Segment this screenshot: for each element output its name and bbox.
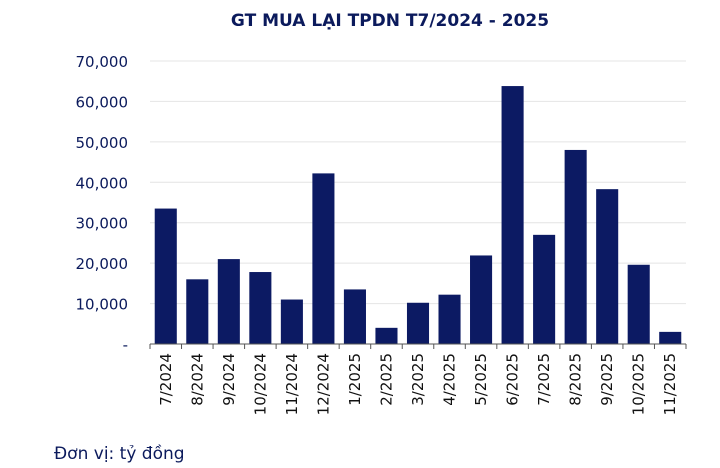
y-axis-ticks: - 10,000 20,000 30,000 40,000 50,000 60,000 70,… bbox=[76, 53, 129, 354]
x-tick-label: 9/2025 bbox=[598, 353, 616, 406]
bar-chart: GT MUA LẠI TPDN T7/2024 - 2025 - 10,000 20… bbox=[76, 11, 687, 415]
bar-2-2025 bbox=[375, 327, 398, 344]
bars bbox=[154, 86, 682, 345]
bar-10-2025 bbox=[627, 264, 650, 344]
x-tick-label: 12/2024 bbox=[314, 353, 332, 415]
bar-6-2025 bbox=[501, 86, 524, 345]
y-tick-label: - bbox=[123, 336, 128, 354]
bar-11-2024 bbox=[280, 299, 303, 344]
y-tick-label: 10,000 bbox=[76, 296, 129, 314]
x-tick-label: 8/2025 bbox=[567, 353, 585, 406]
x-tick-label: 4/2025 bbox=[441, 353, 459, 406]
x-tick-label: 2/2025 bbox=[377, 353, 395, 406]
x-tick-label: 6/2025 bbox=[504, 353, 522, 406]
y-tick-label: 40,000 bbox=[76, 174, 129, 192]
x-tick-label: 5/2025 bbox=[472, 353, 490, 406]
bar-1-2025 bbox=[343, 289, 366, 344]
y-tick-label: 20,000 bbox=[76, 255, 129, 273]
y-tick-label: 30,000 bbox=[76, 215, 129, 233]
bar-3-2025 bbox=[406, 302, 430, 344]
bar-4-2025 bbox=[438, 294, 461, 344]
bar-7-2024 bbox=[154, 208, 177, 344]
y-tick-label: 50,000 bbox=[76, 134, 129, 152]
bar-8-2025 bbox=[564, 149, 587, 344]
bar-8-2024 bbox=[186, 279, 209, 344]
bar-11-2025 bbox=[659, 331, 682, 344]
bar-12-2024 bbox=[312, 173, 335, 344]
x-tick-label: 8/2024 bbox=[188, 353, 206, 406]
y-tick-label: 70,000 bbox=[76, 53, 129, 71]
x-tick-label: 10/2025 bbox=[630, 353, 648, 415]
x-tick-label: 11/2024 bbox=[283, 353, 301, 415]
x-tick-label: 9/2024 bbox=[220, 353, 238, 406]
x-tick-label: 7/2024 bbox=[157, 353, 175, 406]
x-tick-label: 3/2025 bbox=[409, 353, 427, 406]
y-tick-label: 60,000 bbox=[76, 93, 129, 111]
chart-title: GT MUA LẠI TPDN T7/2024 - 2025 bbox=[231, 11, 549, 31]
x-tick-label: 10/2024 bbox=[251, 353, 269, 415]
x-tick-label: 1/2025 bbox=[346, 353, 364, 406]
bar-9-2024 bbox=[217, 259, 240, 344]
bar-10-2024 bbox=[249, 272, 272, 344]
bar-9-2025 bbox=[596, 189, 619, 344]
x-tick-label: 11/2025 bbox=[661, 353, 679, 415]
x-axis bbox=[149, 343, 687, 349]
bar-7-2025 bbox=[533, 234, 556, 344]
bar-5-2025 bbox=[470, 255, 493, 344]
unit-note: Đơn vị: tỷ đồng bbox=[54, 444, 185, 464]
x-tick-label: 7/2025 bbox=[535, 353, 553, 406]
x-axis-ticks: 7/2024 8/2024 9/2024 10/2024 11/2024 12/2024 1… bbox=[157, 353, 679, 415]
